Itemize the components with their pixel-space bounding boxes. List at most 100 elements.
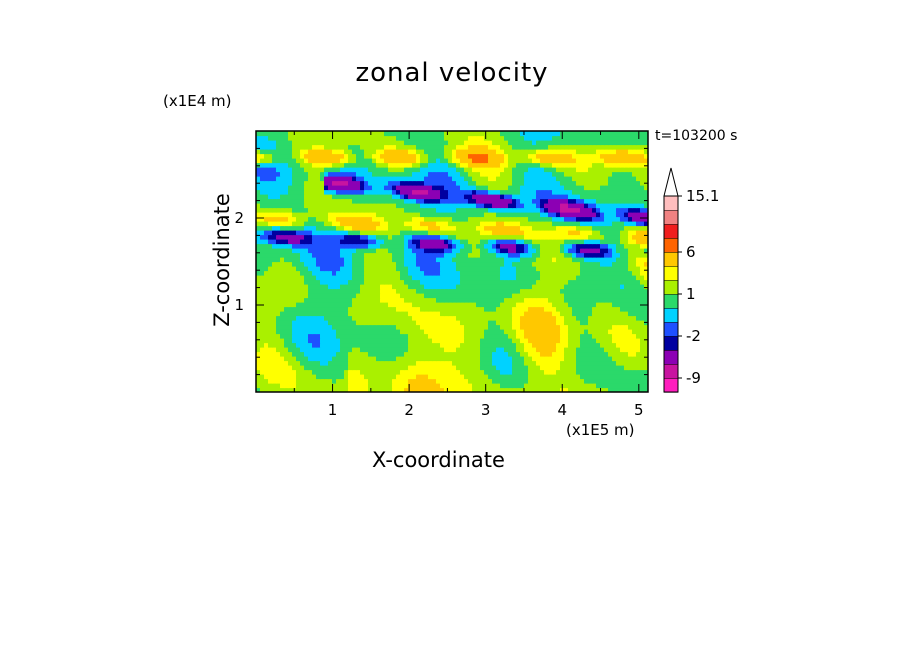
field-cell (516, 311, 521, 317)
field-cell (408, 180, 413, 186)
field-cell (324, 360, 329, 366)
field-cell (300, 288, 305, 294)
field-cell (592, 275, 597, 281)
field-cell (544, 221, 549, 227)
field-cell (376, 329, 381, 335)
field-cell (308, 342, 313, 348)
field-cell (524, 171, 529, 177)
field-cell (608, 374, 613, 380)
field-cell (412, 297, 417, 303)
field-cell (584, 293, 589, 299)
field-cell (608, 266, 613, 272)
field-cell (348, 203, 353, 209)
field-cell (564, 342, 569, 348)
field-cell (624, 347, 629, 353)
field-cell (284, 297, 289, 303)
field-cell (396, 225, 401, 231)
field-cell (372, 369, 377, 375)
field-cell (536, 198, 541, 204)
field-cell (452, 239, 457, 245)
field-cell (636, 261, 641, 267)
field-cell (512, 212, 517, 218)
field-cell (364, 243, 369, 249)
field-cell (280, 171, 285, 177)
field-cell (452, 176, 457, 182)
field-cell (572, 243, 577, 249)
field-cell (356, 216, 361, 222)
field-cell (432, 315, 437, 321)
field-cell (532, 374, 537, 380)
field-cell (356, 333, 361, 339)
field-cell (628, 252, 633, 258)
field-cell (500, 221, 505, 227)
field-cell (600, 243, 605, 249)
field-cell (504, 383, 509, 389)
field-cell (320, 369, 325, 375)
field-cell (416, 167, 421, 173)
field-cell (644, 167, 648, 173)
field-cell (520, 387, 525, 392)
field-cell (472, 378, 477, 384)
field-cell (384, 279, 389, 285)
field-cell (548, 171, 553, 177)
field-cell (432, 374, 437, 380)
field-cell (640, 252, 645, 258)
field-cell (280, 234, 285, 240)
field-cell (420, 288, 425, 294)
field-cell (288, 194, 293, 200)
field-cell (456, 383, 461, 389)
field-cell (280, 356, 285, 362)
field-cell (284, 203, 289, 209)
field-cell (588, 293, 593, 299)
field-cell (364, 315, 369, 321)
field-cell (416, 257, 421, 263)
field-cell (628, 261, 633, 267)
field-cell (516, 270, 521, 276)
field-cell (536, 176, 541, 182)
field-cell (316, 356, 321, 362)
field-cell (328, 180, 333, 186)
field-cell (404, 234, 409, 240)
field-cell (432, 230, 437, 236)
field-cell (572, 356, 577, 362)
field-cell (384, 387, 389, 392)
field-cell (256, 162, 261, 168)
field-cell (496, 320, 501, 326)
field-cell (628, 311, 633, 317)
field-cell (532, 198, 537, 204)
field-cell (592, 311, 597, 317)
field-cell (584, 329, 589, 335)
field-cell (548, 266, 553, 272)
field-cell (408, 383, 413, 389)
field-cell (632, 342, 637, 348)
field-cell (372, 257, 377, 263)
field-cell (368, 266, 373, 272)
field-cell (292, 162, 297, 168)
field-cell (256, 261, 261, 267)
field-cell (452, 162, 457, 168)
field-cell (572, 176, 577, 182)
field-cell (316, 365, 321, 371)
field-cell (588, 167, 593, 173)
field-cell (604, 176, 609, 182)
field-cell (560, 338, 565, 344)
field-cell (328, 185, 333, 191)
field-cell (640, 306, 645, 312)
field-cell (624, 288, 629, 294)
field-cell (524, 261, 529, 267)
field-cell (308, 248, 313, 254)
field-cell (560, 378, 565, 384)
field-cell (280, 306, 285, 312)
field-cell (344, 221, 349, 227)
field-cell (408, 275, 413, 281)
field-cell (424, 212, 429, 218)
field-cell (448, 288, 453, 294)
field-cell (420, 243, 425, 249)
field-cell (480, 261, 485, 267)
field-cell (616, 261, 621, 267)
field-cell (460, 270, 465, 276)
field-cell (448, 338, 453, 344)
field-cell (576, 279, 581, 285)
field-cell (416, 243, 421, 249)
field-cell (388, 284, 393, 290)
